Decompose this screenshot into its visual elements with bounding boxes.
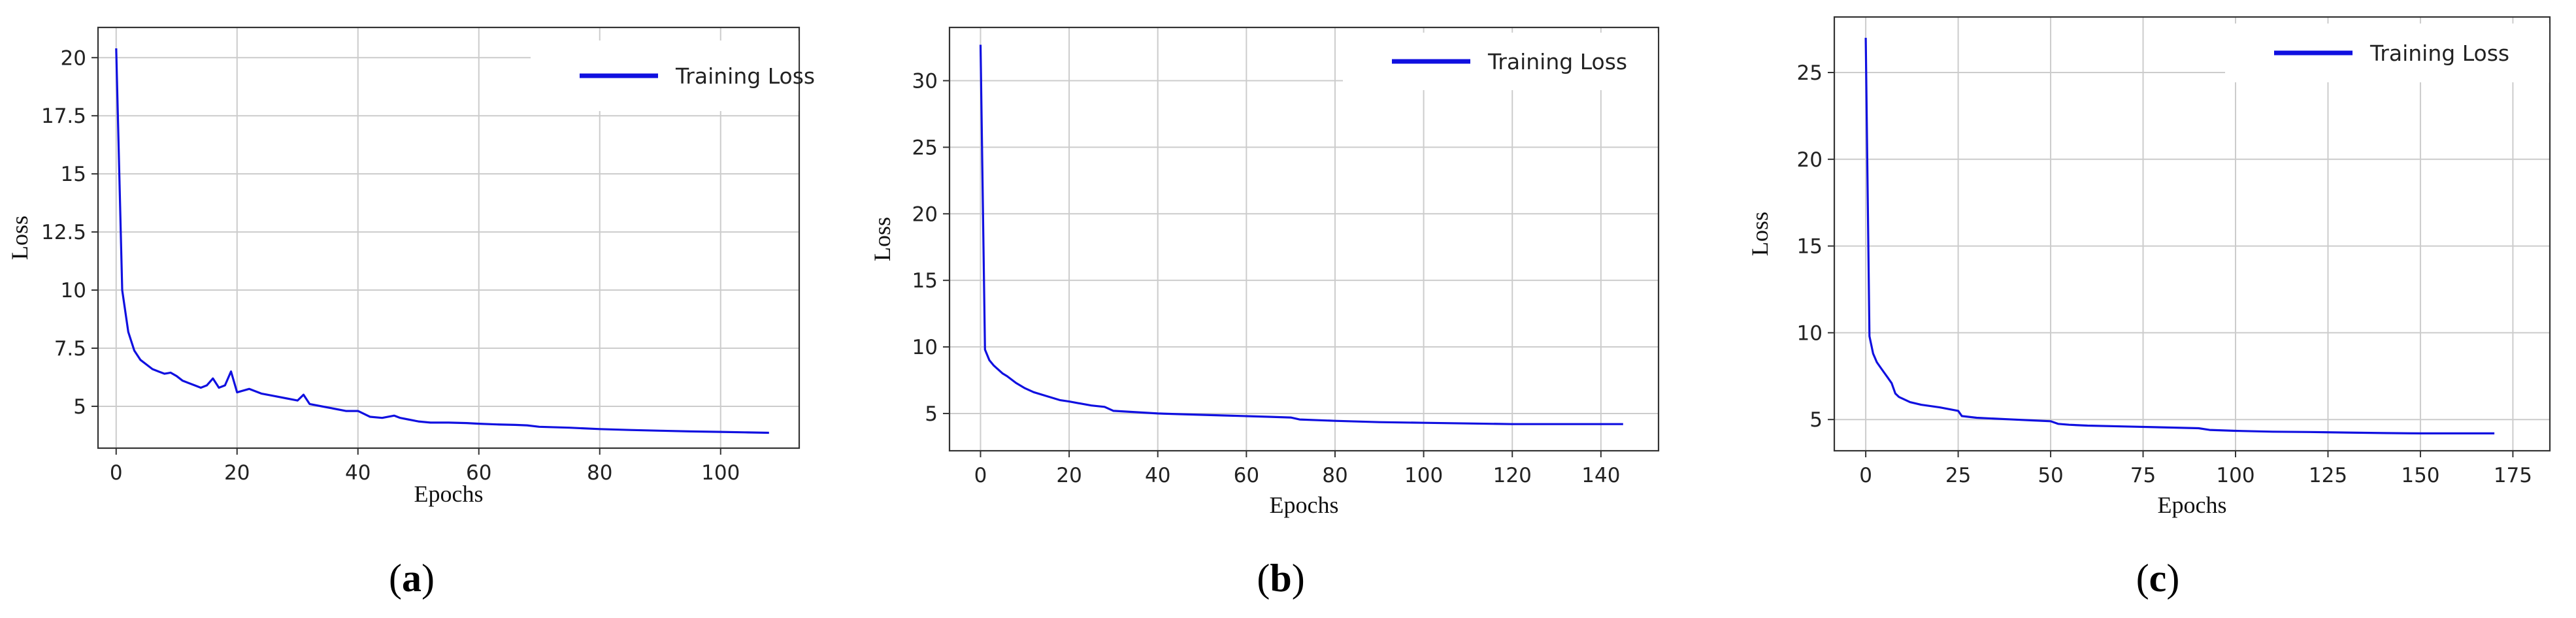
x-tick-label: 0 — [974, 464, 987, 487]
y-tick-label: 5 — [925, 402, 938, 426]
y-tick-label: 20 — [1797, 148, 1823, 172]
y-tick-label: 15 — [61, 163, 86, 186]
panel-letter: c — [2149, 557, 2167, 600]
x-tick-label: 0 — [1859, 464, 1872, 487]
y-tick-label: 5 — [1809, 408, 1823, 432]
x-tick-label: 75 — [2130, 464, 2156, 487]
panel-label: (c) — [2136, 557, 2180, 600]
legend-label: Training Loss — [2370, 41, 2509, 66]
legend: Training Loss — [2225, 24, 2549, 82]
x-tick-label: 0 — [110, 461, 123, 485]
x-tick-label: 40 — [1145, 464, 1170, 487]
chart-panel-c: 0 25 50 75 100 125 150 175 5 10 15 20 25 Epochs Loss Tr… — [1747, 16, 2551, 600]
axes-frame — [97, 26, 801, 449]
series-line-training-loss — [1864, 37, 2495, 435]
legend-label: Training Loss — [1487, 49, 1627, 74]
axes-frame — [1833, 16, 2551, 452]
legend-label: Training Loss — [675, 63, 815, 89]
x-tick-label: 60 — [1234, 464, 1259, 487]
x-tick-label: 120 — [1493, 464, 1532, 487]
y-tick-label: 25 — [912, 136, 938, 159]
y-tick-label: 20 — [912, 203, 938, 226]
x-tick-label: 20 — [224, 461, 250, 485]
y-tick-label: 25 — [1797, 61, 1823, 85]
x-tick-label: 50 — [2038, 464, 2063, 487]
panel-label: (b) — [1257, 557, 1304, 600]
y-tick-label: 17.5 — [41, 105, 86, 128]
y-tick-label: 7.5 — [54, 337, 86, 361]
legend: Training Loss — [531, 41, 815, 111]
series-line-training-loss — [115, 48, 769, 434]
x-axis-label: Epochs — [2158, 492, 2227, 518]
x-axis-label: Epochs — [414, 481, 484, 507]
y-axis-label: Loss — [1747, 212, 1773, 256]
y-tick-label: 5 — [73, 395, 86, 419]
x-tick-label: 40 — [345, 461, 371, 485]
plot-area — [949, 27, 1659, 451]
x-tick-label: 80 — [587, 461, 612, 485]
x-tick-label: 60 — [466, 461, 491, 485]
x-tick-label: 20 — [1056, 464, 1082, 487]
x-tick-label: 140 — [1581, 464, 1620, 487]
legend-box — [531, 41, 799, 111]
y-tick-label: 10 — [61, 279, 86, 302]
x-tick-label: 175 — [2494, 464, 2532, 487]
y-axis-label: Loss — [869, 217, 895, 261]
x-tick-label: 150 — [2401, 464, 2439, 487]
panel-label: (a) — [389, 557, 435, 600]
x-tick-label: 125 — [2309, 464, 2347, 487]
panel-letter: b — [1270, 557, 1291, 600]
y-tick-label: 12.5 — [41, 221, 86, 244]
axes-frame — [948, 26, 1660, 452]
x-tick-label: 25 — [1945, 464, 1971, 487]
series-line-training-loss — [979, 44, 1623, 425]
x-axis-label: Epochs — [1270, 492, 1339, 518]
panel-letter: a — [402, 557, 421, 600]
chart-panel-a: 0 20 40 60 80 100 5 7.5 10 12.5 15 17.5 20 Epochs Loss… — [7, 26, 815, 600]
legend: Training Loss — [1343, 33, 1658, 90]
y-axis-label: Loss — [7, 216, 33, 260]
y-tick-label: 15 — [912, 269, 938, 293]
y-tick-label: 10 — [1797, 321, 1823, 345]
x-tick-label: 100 — [2216, 464, 2254, 487]
x-tick-label: 100 — [1404, 464, 1443, 487]
plot-area — [1834, 17, 2550, 451]
x-tick-label: 80 — [1322, 464, 1347, 487]
chart-panel-b: 0 20 40 60 80 100 120 140 5 10 15 20 25 30 Epochs Loss T… — [869, 26, 1660, 600]
y-tick-label: 30 — [912, 70, 938, 93]
y-tick-label: 20 — [61, 46, 86, 70]
y-tick-label: 15 — [1797, 235, 1823, 259]
y-tick-label: 10 — [912, 336, 938, 359]
x-tick-label: 100 — [701, 461, 740, 485]
